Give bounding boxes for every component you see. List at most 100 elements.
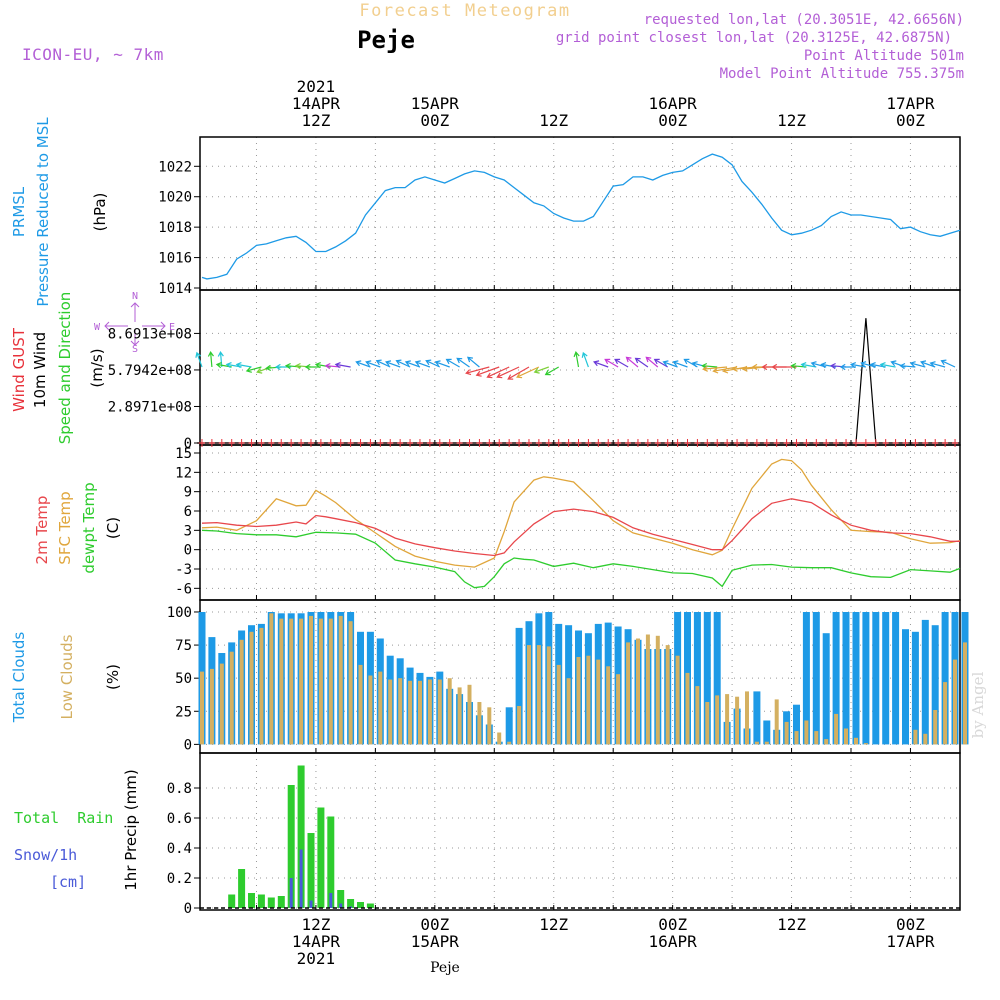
gust-marker (565, 439, 572, 447)
snow-bar (299, 849, 303, 908)
gust-marker (298, 439, 305, 447)
wind-axis-labels: Wind GUST 10m Wind Speed and Direction (… (10, 292, 106, 445)
low-cloud-bar (794, 731, 799, 745)
low-cloud-bar (725, 694, 730, 745)
gust-marker (198, 439, 205, 447)
gust-marker (674, 439, 681, 447)
ytick-label: -3 (175, 562, 192, 578)
rain-bar (327, 816, 335, 908)
ytick-label: 3 (184, 523, 192, 539)
wind-line (197, 318, 960, 444)
time-label-bottom: 00Z (420, 915, 449, 934)
low-cloud-bar (229, 651, 234, 745)
compass-rose: N S W E (94, 291, 175, 355)
wind-arrow (820, 362, 837, 369)
rain-bar (228, 894, 236, 908)
wind-arrow (355, 360, 371, 368)
gust-marker (317, 439, 324, 447)
snow-bar (329, 893, 333, 908)
wind-arrows (195, 350, 956, 380)
gust-marker (516, 439, 523, 447)
low-cloud-bar (784, 721, 789, 745)
temp-unit: (C) (104, 517, 122, 539)
sfc-temp-label: SFC Temp (56, 491, 74, 564)
time-label-bottom: 12Z (777, 915, 806, 934)
requested-coords: requested lon,lat (20.3051E, 42.6656N) (644, 12, 964, 28)
wind-arrow (581, 351, 589, 368)
gust-marker (803, 439, 810, 447)
gust-marker (843, 439, 850, 447)
gust-marker (327, 439, 334, 447)
ytick-label: 6 (184, 504, 192, 520)
wind-label: 10m Wind (31, 332, 49, 408)
time-label-top: 00Z (896, 111, 925, 130)
low-cloud-bar (497, 732, 502, 745)
panel-frame (199, 752, 961, 911)
low-cloud-bar (705, 702, 710, 745)
pressure-unit: (hPa) (91, 193, 109, 232)
low-cloud-bar (507, 741, 512, 745)
wind-arrow (625, 356, 639, 368)
gridpoint-coords: grid point closest lon,lat (20.3125E, 42… (556, 30, 952, 46)
time-label-bottom: 00Z (896, 915, 925, 934)
low-cloud-bar (923, 733, 928, 745)
total-cloud-bar (802, 612, 810, 745)
gust-marker (753, 439, 760, 447)
gust-marker (436, 439, 443, 447)
wind-arrow (573, 351, 580, 368)
time-label-bottom: 14APR (292, 932, 341, 951)
compass-n: N (132, 291, 138, 302)
rain-bar (317, 807, 325, 908)
pressure-label-1: PRMSL (10, 186, 28, 237)
watermark: by Angel (969, 671, 987, 738)
low-cloud-bar (596, 659, 601, 745)
gust-marker (288, 439, 295, 447)
gust-marker (605, 439, 612, 447)
low-cloud-bar (685, 672, 690, 745)
temp-axis-labels: 2m Temp SFC Temp dewpt Temp (C) (33, 482, 122, 573)
location-title: Peje (357, 26, 415, 54)
low-cloud-bar (388, 679, 393, 745)
wind-arrow (314, 362, 331, 369)
total-clouds-label: Total Clouds (10, 632, 28, 724)
time-label-bottom: 16APR (649, 932, 698, 951)
total-cloud-bar (941, 612, 949, 745)
rain-bar (238, 869, 246, 908)
total-cloud-bar (763, 720, 771, 745)
gust-marker (872, 439, 879, 447)
time-label-top: 17APR (886, 94, 935, 113)
compass-w: W (94, 322, 101, 333)
wind-arrow (940, 359, 956, 368)
gust-marker (823, 439, 830, 447)
snow-label: Snow/1h (14, 846, 77, 864)
wind-arrow (434, 360, 450, 368)
gust-marker (357, 439, 364, 447)
wind-arrow (645, 356, 659, 368)
total-cloud-bar (852, 612, 860, 745)
low-cloud-bar (774, 699, 779, 745)
pressure-line (201, 153, 961, 280)
snow-bar (339, 903, 343, 908)
gust-marker (208, 439, 215, 447)
wind-arrow (284, 362, 302, 370)
low-cloud-bar (517, 706, 522, 745)
low-cloud-bar (299, 618, 304, 745)
ytick-label: 2.8971e+08 (108, 399, 192, 415)
low-cloud-bar (269, 613, 274, 745)
low-cloud-bar (814, 731, 819, 745)
gust-marker (852, 439, 859, 447)
precip-axis-labels: Total Rain Snow/1h [cm] 1hr Precip (mm) (14, 769, 140, 891)
gust-marker (734, 439, 741, 447)
snow-unit: [cm] (50, 873, 86, 891)
low-cloud-bar (408, 680, 413, 745)
gust-marker (684, 439, 691, 447)
ytick-label: 5.7942e+08 (108, 363, 192, 379)
gust-marker (724, 439, 731, 447)
gust-marker (763, 439, 770, 447)
ytick-label: 15 (175, 446, 192, 462)
rain-bar (257, 894, 265, 908)
time-label-top: 2021 (297, 77, 336, 96)
gust-marker (714, 439, 721, 447)
wind-arrow (879, 362, 896, 369)
point-altitude: Point Altitude 501m (804, 48, 964, 64)
